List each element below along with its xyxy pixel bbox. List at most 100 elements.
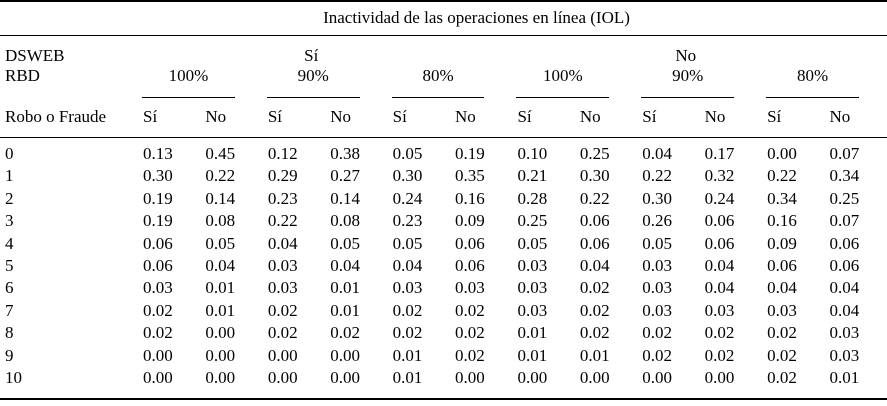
value-cell: 0.08: [330, 211, 360, 231]
value-cell: 0.01: [330, 300, 360, 320]
rbd-level-label: 90%: [641, 66, 735, 98]
value-cell: 0.00: [205, 345, 236, 365]
table-row: 1 0.30 0.22 0.29 0.27 0.30 0.35 0.21 0.30 0.22 0.3…: [0, 165, 887, 187]
value-cell: 0.01: [517, 323, 548, 343]
value-cell: 0.06: [767, 256, 797, 276]
value-cell: 0.02: [579, 323, 610, 343]
rbd-level-label: 100%: [142, 66, 235, 98]
value-cell: 0.03: [267, 256, 298, 276]
table-title: Inactividad de las operaciones en línea …: [0, 0, 887, 36]
rbd-level-label: 90%: [266, 66, 360, 98]
value-cell: 0.06: [704, 211, 735, 231]
value-cell: 0.02: [267, 323, 298, 343]
value-cell: 0.23: [392, 211, 423, 231]
table-row: 9 0.00 0.00 0.00 0.00 0.01 0.02 0.01 0.01 0.02 0.0…: [0, 345, 887, 367]
value-cell: 0.04: [704, 256, 735, 276]
value-cell: 0.06: [829, 256, 860, 276]
value-cell: 0.00: [767, 144, 797, 163]
table-row: 6 0.03 0.01 0.03 0.01 0.03 0.03 0.03 0.02 0.03 0.0…: [0, 277, 887, 299]
value-cell: 0.25: [579, 144, 610, 163]
value-cell: 0.00: [205, 368, 236, 388]
value-cell: 0.05: [205, 233, 236, 253]
value-cell: 0.04: [829, 278, 860, 298]
value-cell: 0.02: [704, 323, 735, 343]
table-row: 0 0.13 0.45 0.12 0.38 0.05 0.19 0.10 0.25 0.04 0.1…: [0, 138, 887, 166]
row-header-robo-o-fraude: Robo o Fraude: [0, 98, 138, 138]
rbd-level-row: RBD 100% 90% 80% 100% 90% 80%: [0, 66, 887, 98]
value-cell: 0.22: [205, 166, 236, 186]
value-cell: 0.01: [579, 345, 610, 365]
value-cell: 0.09: [767, 233, 797, 253]
value-cell: 0.30: [579, 166, 610, 186]
rbd-level: 90%: [263, 66, 388, 98]
dsweb-group-no-label: No: [675, 46, 697, 65]
value-cell: 0.30: [642, 188, 672, 208]
value-cell: 0.03: [517, 278, 548, 298]
value-cell: 0.00: [330, 368, 360, 388]
value-cell: 0.05: [392, 233, 423, 253]
value-cell: 0.30: [392, 166, 423, 186]
value-cell: 0.06: [579, 211, 610, 231]
value-cell: 0.03: [143, 278, 173, 298]
dsweb-group-si: Sí: [138, 36, 512, 67]
value-cell: 0.27: [330, 166, 360, 186]
value-cell: 0.00: [517, 368, 548, 388]
value-cell: 0.07: [829, 211, 860, 231]
row-label: 1: [5, 166, 14, 186]
value-cell: 0.03: [829, 323, 860, 343]
value-cell: 0.04: [767, 278, 797, 298]
table-row: 10 0.00 0.00 0.00 0.00 0.01 0.00 0.00 0.00 0.00 0.…: [0, 367, 887, 399]
subheader: Sí: [138, 98, 201, 138]
value-cell: 0.04: [829, 300, 860, 320]
value-cell: 0.17: [704, 144, 735, 163]
value-cell: 0.01: [330, 278, 360, 298]
value-cell: 0.09: [455, 211, 485, 231]
table-row: 3 0.19 0.08 0.22 0.08 0.23 0.09 0.25 0.06 0.26 0.0…: [0, 210, 887, 232]
value-cell: 0.01: [205, 278, 236, 298]
value-cell: 0.03: [455, 278, 485, 298]
value-cell: 0.13: [143, 144, 173, 163]
dsweb-group-si-label: Sí: [304, 46, 319, 65]
value-cell: 0.05: [517, 233, 548, 253]
value-cell: 0.08: [205, 211, 236, 231]
value-cell: 0.04: [330, 256, 360, 276]
value-cell: 0.01: [829, 368, 860, 388]
value-cell: 0.02: [143, 300, 173, 320]
rbd-level-label: 80%: [766, 66, 859, 98]
value-cell: 0.03: [517, 300, 548, 320]
value-cell: 0.14: [205, 188, 236, 208]
row-label: 6: [5, 278, 14, 298]
value-cell: 0.02: [642, 345, 672, 365]
value-cell: 0.02: [704, 345, 735, 365]
value-cell: 0.34: [829, 166, 860, 186]
value-cell: 0.02: [455, 300, 485, 320]
value-cell: 0.04: [579, 256, 610, 276]
row-label: 3: [5, 211, 14, 231]
table-row: 5 0.06 0.04 0.03 0.04 0.04 0.06 0.03 0.04 0.03 0.0…: [0, 255, 887, 277]
table-row: 8 0.02 0.00 0.02 0.02 0.02 0.02 0.01 0.02 0.02 0.0…: [0, 322, 887, 344]
value-cell: 0.22: [642, 166, 672, 186]
subheader: Sí: [387, 98, 451, 138]
value-cell: 0.25: [517, 211, 548, 231]
title-row: Inactividad de las operaciones en línea …: [0, 0, 887, 36]
value-cell: 0.02: [392, 300, 423, 320]
rbd-level: 80%: [762, 66, 887, 98]
value-cell: 0.29: [267, 166, 298, 186]
value-cell: 0.00: [267, 345, 298, 365]
dsweb-group-no: No: [512, 36, 887, 67]
value-cell: 0.06: [704, 233, 735, 253]
value-cell: 0.03: [829, 345, 860, 365]
subheader-row: Robo o Fraude Sí No Sí No Sí No Sí No Sí…: [0, 98, 887, 138]
value-cell: 0.00: [143, 345, 173, 365]
subheader: No: [699, 98, 763, 138]
value-cell: 0.05: [642, 233, 672, 253]
value-cell: 0.22: [767, 166, 797, 186]
value-cell: 0.00: [330, 345, 360, 365]
value-cell: 0.03: [767, 300, 797, 320]
value-cell: 0.04: [267, 233, 298, 253]
rbd-level: 90%: [637, 66, 762, 98]
value-cell: 0.05: [392, 144, 423, 163]
value-cell: 0.06: [579, 233, 610, 253]
value-cell: 0.19: [455, 144, 485, 163]
